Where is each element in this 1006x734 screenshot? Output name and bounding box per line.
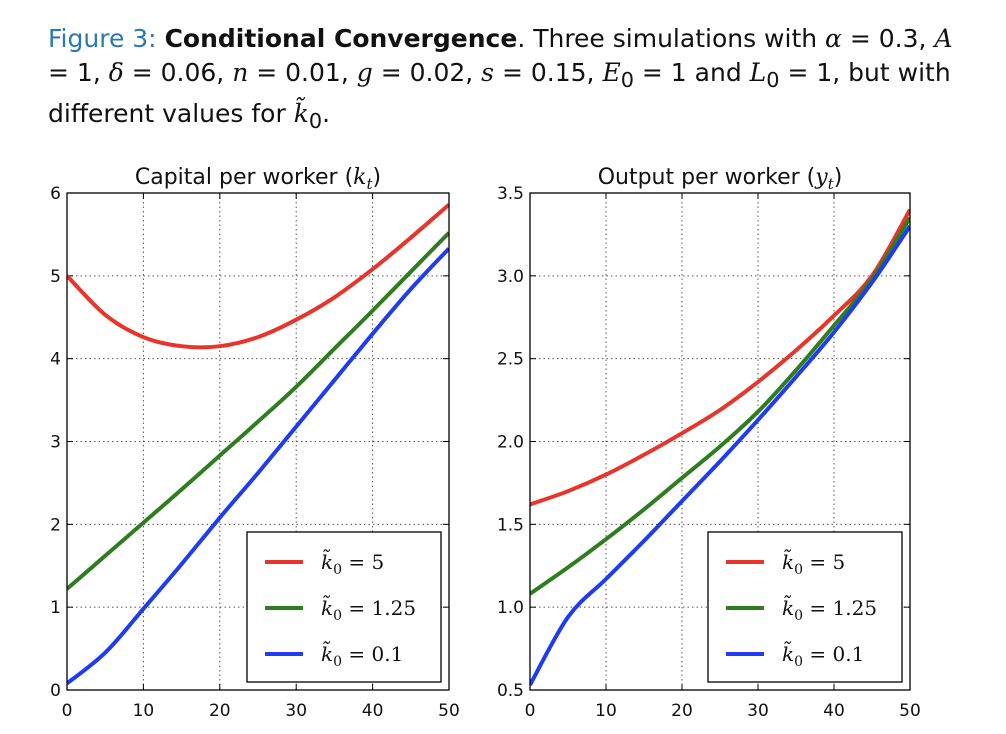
x-tick-label: 30 — [747, 701, 769, 721]
axes-frame — [529, 192, 911, 691]
param-L0: 1 — [816, 58, 833, 87]
y-tick-label: 2.5 — [497, 350, 524, 370]
x-tick-label: 10 — [133, 701, 155, 721]
x-tick-label: 50 — [899, 701, 921, 721]
legend-label-value: = 5 — [342, 550, 384, 574]
legend-label-sub: 0 — [333, 654, 342, 670]
figure-label: Figure 3: — [48, 24, 157, 53]
param-g: 0.02 — [409, 58, 466, 87]
param-alpha: 0.3 — [878, 24, 919, 53]
series-lines — [67, 203, 449, 685]
legend-label-symbol: k̃ — [782, 640, 794, 666]
series-line-red — [67, 203, 449, 350]
legend-label-sub: 0 — [333, 562, 342, 578]
chart-title-text: Output per worker ( — [598, 165, 816, 190]
legend-label-value: = 5 — [803, 550, 845, 574]
legend-label-value: = 0.1 — [803, 642, 864, 666]
y-tick-label: 2 — [50, 515, 61, 535]
x-tick-label: 40 — [362, 701, 384, 721]
legend-label-value: = 0.1 — [342, 642, 403, 666]
series-line-blue — [67, 247, 449, 685]
legend-label-sub: 0 — [794, 654, 803, 670]
legend-label-sub: 0 — [794, 562, 803, 578]
legend-label-symbol: k̃ — [321, 548, 333, 574]
legend-label-symbol: k̃ — [321, 640, 333, 666]
y-tick-label: 3.5 — [497, 184, 524, 204]
y-tick-label: 1 — [50, 598, 61, 618]
chart-title-symbol: y — [814, 165, 828, 190]
x-tick-label: 30 — [285, 701, 307, 721]
legend-label-red: k̃0 = 5 — [321, 548, 384, 578]
chart-title-subscript: t — [828, 175, 835, 193]
x-tick-label: 40 — [823, 701, 845, 721]
legend-label-symbol: k̃ — [782, 548, 794, 574]
chart-panel-2: 0 10 20 30 40 50 0.5 1.0 1.5 2.0 2.5 3.0 3.5 Output p… — [497, 165, 921, 721]
chart-title-symbol: k — [353, 165, 366, 190]
chart-panel-1: 0 10 20 30 40 50 0 1 2 3 4 5 6 Capital per worker (kt… — [50, 165, 460, 721]
param-A: 1 — [76, 58, 93, 87]
y-tick-label: 1.5 — [497, 515, 524, 535]
legend-label-sub: 0 — [794, 608, 803, 624]
chart-title-close: ) — [834, 165, 843, 190]
legend-label-sub: 0 — [333, 608, 342, 624]
x-tick-label: 0 — [62, 701, 73, 721]
y-tick-label: 1.0 — [497, 598, 524, 618]
legend-label-blue: k̃0 = 0.1 — [321, 640, 403, 670]
chart-title: Capital per worker (kt) — [135, 165, 381, 193]
y-tick-label: 3 — [50, 433, 61, 453]
y-tick-label: 6 — [50, 184, 61, 204]
chart-title-close: ) — [373, 165, 382, 190]
legend-label-red: k̃0 = 5 — [782, 548, 845, 578]
x-tick-label: 0 — [525, 701, 536, 721]
legend-label-value: = 1.25 — [803, 596, 877, 620]
legend-label-green: k̃0 = 1.25 — [321, 594, 416, 624]
x-tick-label: 20 — [209, 701, 231, 721]
legend-label-symbol: k̃ — [782, 594, 794, 620]
chart-title: Output per worker (yt) — [598, 165, 843, 193]
axes-frame — [66, 192, 450, 691]
param-s: 0.15 — [530, 58, 587, 87]
legend-label-green: k̃0 = 1.25 — [782, 594, 877, 624]
caption-bold-title: Conditional Convergence — [164, 24, 518, 53]
series-lines — [530, 208, 910, 686]
series-line-blue — [530, 224, 910, 686]
chart-title-text: Capital per worker ( — [135, 165, 353, 190]
param-n: 0.01 — [285, 58, 341, 87]
figure-caption: Figure 3: Conditional Convergence. Three… — [48, 24, 953, 133]
legend-label-value: = 1.25 — [342, 596, 416, 620]
y-tick-label: 0 — [50, 681, 61, 701]
legend-label-symbol: k̃ — [321, 594, 333, 620]
y-tick-label: 0.5 — [497, 681, 524, 701]
param-E0: 1 — [670, 58, 687, 87]
x-tick-label: 20 — [671, 701, 693, 721]
y-tick-label: 2.0 — [497, 433, 524, 453]
x-tick-label: 50 — [438, 701, 460, 721]
y-tick-label: 5 — [50, 267, 61, 287]
y-tick-label: 3.0 — [497, 267, 524, 287]
series-line-red — [530, 208, 910, 507]
legend-label-blue: k̃0 = 0.1 — [782, 640, 864, 670]
param-delta: 0.06 — [160, 58, 217, 87]
x-tick-label: 10 — [595, 701, 617, 721]
series-line-green — [530, 216, 910, 596]
chart-title-subscript: t — [367, 175, 374, 193]
series-line-green — [67, 231, 449, 591]
y-tick-label: 4 — [50, 350, 61, 370]
